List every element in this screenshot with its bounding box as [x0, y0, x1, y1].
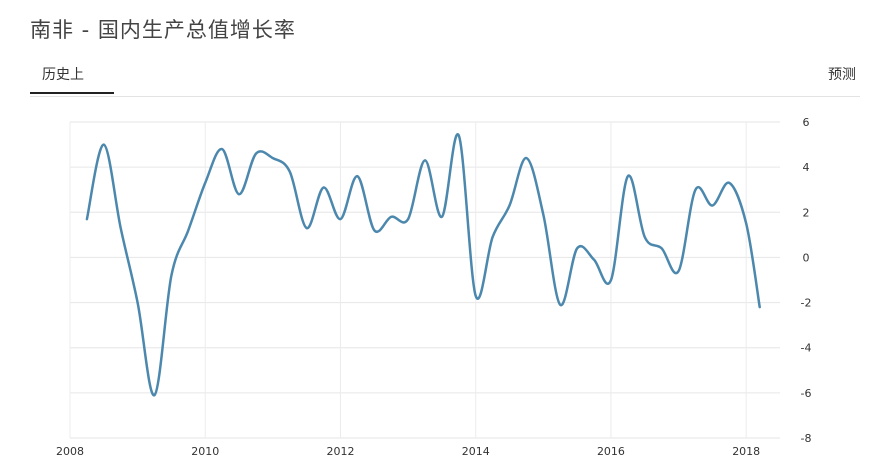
y-tick-label: -4: [801, 342, 812, 355]
x-tick-label: 2008: [56, 445, 84, 458]
y-tick-label: 6: [803, 116, 810, 129]
y-tick-label: 4: [803, 161, 810, 174]
y-axis-ticks: 6 4 2 0 -2 -4 -6 -8: [801, 116, 812, 445]
y-tick-label: -8: [801, 432, 812, 445]
x-tick-label: 2016: [597, 445, 625, 458]
tab-divider: [30, 96, 860, 97]
x-tick-label: 2012: [326, 445, 354, 458]
x-tick-label: 2014: [462, 445, 490, 458]
y-tick-label: -6: [801, 387, 812, 400]
tab-history[interactable]: 历史上: [30, 64, 114, 94]
x-tick-label: 2018: [732, 445, 760, 458]
tab-forecast[interactable]: 预测: [828, 67, 856, 83]
x-axis-ticks: 2008 2010 2012 2014 2016 2018: [56, 445, 760, 458]
series-line: [85, 133, 761, 397]
y-tick-label: -2: [801, 297, 812, 310]
y-tick-label: 2: [803, 206, 810, 219]
y-tick-label: 0: [803, 251, 810, 264]
gridlines: [69, 121, 780, 439]
x-tick-label: 2010: [191, 445, 219, 458]
tab-bar: 历史上 预测: [0, 58, 870, 100]
page-title: 南非 - 国内生产总值增长率: [30, 18, 296, 42]
